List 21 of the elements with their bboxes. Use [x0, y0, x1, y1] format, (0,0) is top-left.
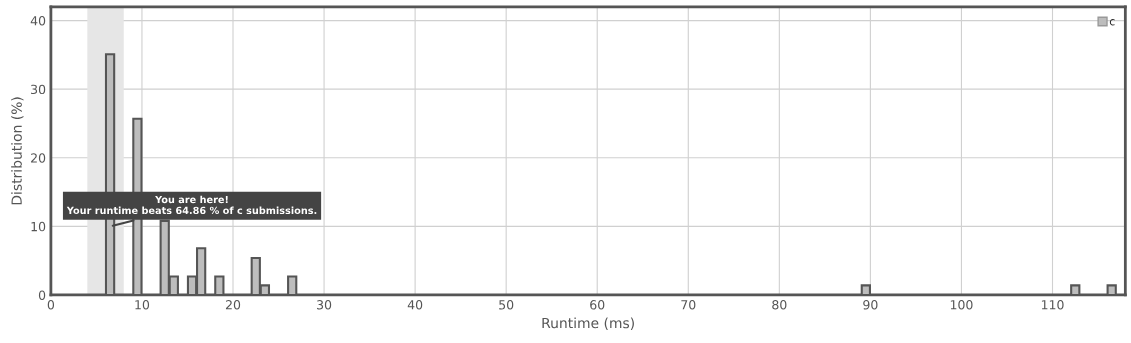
y-tick-label: 30 [31, 84, 46, 95]
x-tick-label: 40 [407, 300, 423, 310]
x-axis-title: Runtime (ms) [542, 317, 634, 330]
x-tick-label: 70 [681, 300, 696, 310]
x-tick-label: 90 [863, 300, 878, 310]
x-tick-label: 100 [950, 300, 973, 310]
y-tick-label: 0 [38, 290, 46, 300]
y-tick-label: 20 [31, 153, 46, 163]
y-tick-label: 10 [31, 221, 46, 232]
x-tick-label: 80 [772, 300, 787, 310]
annotation: You are here! Your runtime beats 64.86 % of c submissions. [66, 195, 317, 215]
y-tick-label: 40 [30, 16, 46, 26]
x-tick-label: 30 [317, 300, 332, 310]
x-tick-label: 0 [47, 300, 55, 310]
y-axis-title: Distribution (%) [11, 97, 24, 205]
legend-label: c [1109, 19, 1115, 26]
x-tick-label: 60 [590, 300, 605, 310]
x-tick-label: 10 [135, 300, 150, 310]
x-tick-label: 50 [499, 300, 514, 310]
x-tick-label: 110 [1041, 300, 1064, 310]
x-tick-label: 20 [225, 300, 241, 310]
